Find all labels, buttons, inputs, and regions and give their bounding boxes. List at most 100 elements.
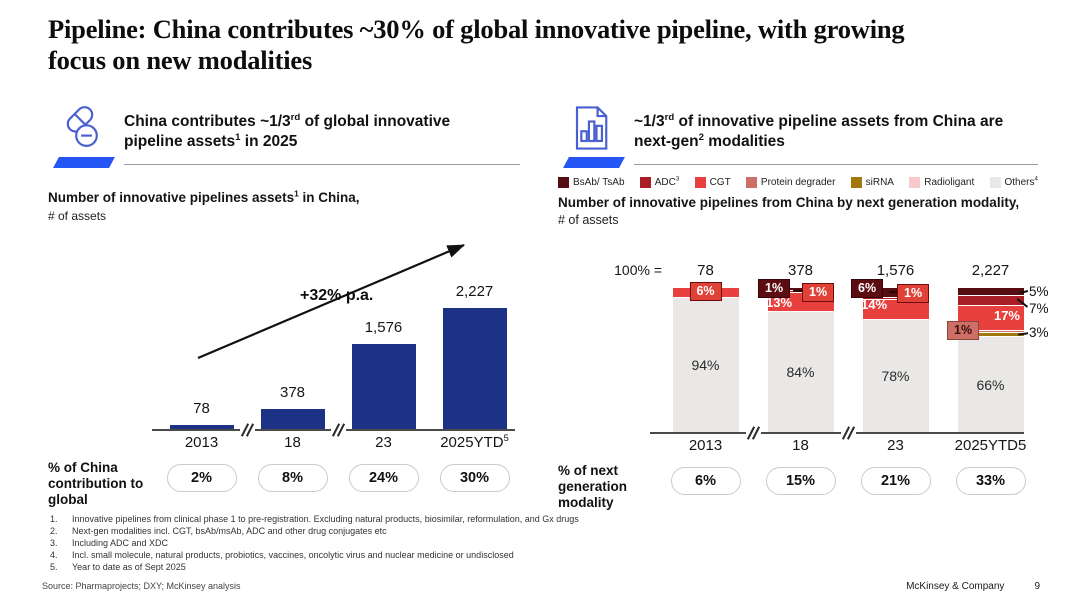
left-kicker: China contributes ~1/3rd of global innov… xyxy=(124,111,451,151)
segment-bsab xyxy=(957,287,1024,295)
left-chart-unit: # of assets xyxy=(48,208,107,223)
next-gen-modality-label: % of next generation modality xyxy=(558,462,628,511)
document-chart-icon xyxy=(575,106,608,150)
legend-swatch xyxy=(850,177,862,188)
x-label: 2025YTD5 xyxy=(954,436,1027,454)
page-number: 9 xyxy=(1034,581,1040,592)
left-chart-title: Number of innovative pipelines assets1 i… xyxy=(48,188,360,205)
bar-value-label: 1,576 xyxy=(364,318,403,336)
pct-pill: 30% xyxy=(439,463,510,492)
stack-column-2018: 378 84% 1% 1% 13% xyxy=(753,238,848,433)
label-adc: 7% xyxy=(1029,300,1049,316)
bar-2025 xyxy=(442,307,507,430)
segment-others: 94% xyxy=(672,296,739,433)
bar-column-2018: 378 xyxy=(247,235,338,430)
growth-annotation: +32% p.a. xyxy=(300,286,374,304)
bar-2013 xyxy=(169,424,234,430)
callout-adc: 1% xyxy=(897,283,930,303)
axis-break-icon xyxy=(841,424,856,441)
stack-column-2013: 78 94% 6% xyxy=(658,238,753,433)
legend-swatch xyxy=(745,177,757,188)
legend-item-radioligant: Radioligant xyxy=(909,177,974,188)
label-cgt: 14% xyxy=(861,296,888,312)
segment-others: 84% xyxy=(767,310,834,433)
footnote-3: 3. Including ADC and XDC xyxy=(50,537,169,548)
left-section-header: China contributes ~1/3rd of global innov… xyxy=(48,102,520,168)
x-label: 23 xyxy=(887,436,904,454)
pct-pill: 21% xyxy=(860,466,931,495)
segment-others: 66% xyxy=(957,335,1024,433)
legend-swatch xyxy=(694,177,706,188)
right-chart-title: Number of innovative pipelines from Chin… xyxy=(558,195,1020,227)
footnotes: 1. Innovative pipelines from clinical pha… xyxy=(50,514,1038,573)
segment-sirna xyxy=(957,331,1024,336)
right-x-axis-labels: 2013 18 23 2025YTD5 xyxy=(658,437,1038,454)
right-section: ~1/3rd of innovative pipeline assets fro… xyxy=(558,102,1049,510)
segment-others: 78% xyxy=(862,318,929,433)
bar-2018 xyxy=(260,408,325,430)
stacked-bar-2013: 94% xyxy=(672,287,739,433)
label-cgt: 13% xyxy=(766,294,793,310)
x-label: 2013 xyxy=(184,433,219,451)
slide-footer: Source: Pharmaprojects; DXY; McKinsey an… xyxy=(42,581,1040,592)
pct-pill: 24% xyxy=(348,463,419,492)
footnote-5: 5. Year to date as of Sept 2025 xyxy=(50,561,186,572)
segment-protein-degrader xyxy=(957,329,1024,332)
pct-pill: 6% xyxy=(670,466,741,495)
bar-value-label: 2,227 xyxy=(455,282,494,300)
pills-icon xyxy=(66,106,98,147)
left-bar-chart: 78 378 1,576 2,227 xyxy=(48,235,520,438)
pct-pill: 2% xyxy=(166,463,237,492)
callout-bsab: 1% xyxy=(758,278,791,298)
mckinsey-brand: McKinsey & Company xyxy=(906,581,1005,592)
callout-bsab: 6% xyxy=(851,278,884,298)
legend-swatch xyxy=(558,177,569,188)
blue-accent-bar xyxy=(53,157,115,168)
legend-swatch xyxy=(909,177,921,188)
stack-column-2025: 2,227 66% 17% 1% 5% 7% xyxy=(943,238,1049,433)
label-bsab: 5% xyxy=(1029,283,1049,299)
china-contribution-label: % of China contribution to global xyxy=(48,459,144,508)
legend-item-others: Others4 xyxy=(989,176,1038,188)
slide-title: Pipeline: China contributes ~30% of glob… xyxy=(48,14,905,75)
bar-value-label: 378 xyxy=(279,383,306,401)
callout-cgt: 6% xyxy=(689,281,722,301)
footnote-1: 1. Innovative pipelines from clinical pha… xyxy=(50,514,579,524)
x-label: 18 xyxy=(284,433,301,451)
total-label: 1,576 xyxy=(876,261,915,279)
left-icon-block xyxy=(48,102,115,168)
right-stacked-chart: 100% = 78 94% 6% 378 84% xyxy=(558,238,1049,441)
x-label: 2013 xyxy=(688,436,723,454)
footnote-4: 4. Incl. small molecule, natural products… xyxy=(50,549,514,560)
right-icon-block xyxy=(558,102,625,168)
pct-pill: 8% xyxy=(257,463,328,492)
blue-accent-bar xyxy=(563,157,625,168)
callout-dash xyxy=(889,290,897,294)
callout-adc: 1% xyxy=(802,282,835,302)
header-divider xyxy=(634,164,1038,165)
stacked-bar-2025: 66% xyxy=(957,287,1024,433)
header-divider xyxy=(124,164,520,165)
footnote-2: 2. Next-gen modalities incl. CGT, bsAb/ms… xyxy=(50,525,387,536)
axis-break-icon xyxy=(746,424,761,441)
stack-column-2023: 1,576 78% 6% 1% 14% xyxy=(848,238,943,433)
x-label: 23 xyxy=(375,433,392,451)
right-section-header: ~1/3rd of innovative pipeline assets fro… xyxy=(558,102,1038,168)
label-cgt: 17% xyxy=(993,307,1020,323)
modality-legend: BsAb/ TsAb ADC3 CGT Protein degrader siR… xyxy=(558,176,1038,188)
x-label: 2025YTD5 xyxy=(440,432,509,451)
left-section: China contributes ~1/3rd of global innov… xyxy=(48,102,520,507)
next-gen-pills: 6% 15% 21% 33% xyxy=(658,466,1038,495)
legend-item-protein-degrader: Protein degrader xyxy=(745,177,835,188)
axis-break-icon xyxy=(331,421,346,438)
bar-2023 xyxy=(351,343,416,430)
total-label: 78 xyxy=(697,261,714,279)
pct-pill: 33% xyxy=(955,466,1026,495)
leader-line xyxy=(1017,332,1029,336)
bar-column-2023: 1,576 xyxy=(338,235,429,430)
legend-swatch xyxy=(989,177,1001,188)
bar-column-2025: 2,227 xyxy=(429,235,520,430)
legend-item-bsab: BsAb/ TsAb xyxy=(558,177,625,188)
pct-pill: 15% xyxy=(765,466,836,495)
